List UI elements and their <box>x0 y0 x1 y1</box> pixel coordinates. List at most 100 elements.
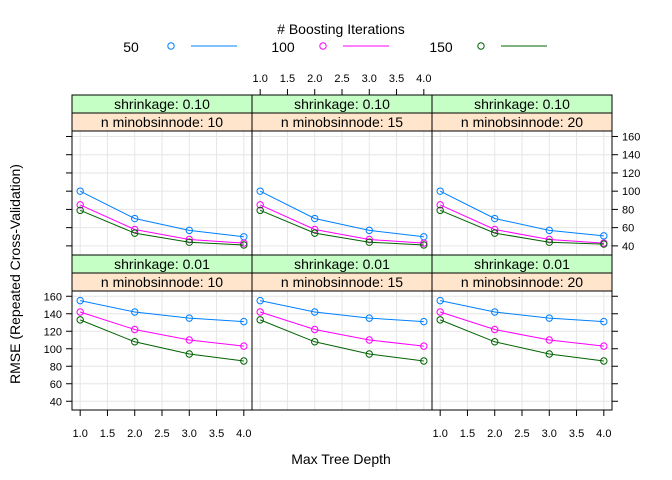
data-point <box>436 206 444 215</box>
series-line-100 <box>80 311 244 347</box>
data-point <box>311 338 319 346</box>
legend-item: 100 <box>271 39 389 55</box>
series-line-150 <box>260 209 424 246</box>
x-tick-label: 2.5 <box>334 73 349 85</box>
x-tick-label: 2.0 <box>487 428 502 440</box>
y-tick-label: 140 <box>44 309 62 321</box>
series-line-150 <box>440 209 604 245</box>
y-tick-label: 160 <box>44 291 62 303</box>
strip-label: n minobsinnode: 15 <box>281 274 403 290</box>
panel-grid-lines <box>252 291 432 410</box>
x-tick-label: 2.5 <box>154 428 169 440</box>
panel-grid-lines <box>432 131 612 255</box>
data-point <box>185 238 193 246</box>
y-tick-label: 60 <box>622 223 634 235</box>
legend: # Boosting Iterations 50 100 150 <box>123 21 547 55</box>
strip-label: n minobsinnode: 10 <box>101 114 223 130</box>
data-point <box>365 238 373 246</box>
data-point <box>240 342 248 350</box>
data-point <box>256 308 264 316</box>
x-tick-label: 1.0 <box>253 73 268 85</box>
y-tick-label: 80 <box>622 204 634 216</box>
data-point <box>185 235 193 244</box>
x-tick-label: 2.0 <box>127 428 142 440</box>
strip-label: shrinkage: 0.10 <box>294 96 390 112</box>
data-point <box>545 238 553 246</box>
y-tick-label: 40 <box>622 241 634 253</box>
x-tick-label: 2.0 <box>307 73 322 85</box>
strip-label: n minobsinnode: 15 <box>281 114 403 130</box>
data-point <box>76 308 84 316</box>
strip-label: n minobsinnode: 20 <box>461 114 583 130</box>
data-point <box>76 316 84 324</box>
series-line-100 <box>260 311 424 347</box>
x-tick-label: 4.0 <box>596 428 611 440</box>
data-point <box>600 317 608 326</box>
data-point <box>436 201 444 209</box>
data-point <box>256 201 264 209</box>
data-point <box>131 325 139 334</box>
strip-label: n minobsinnode: 10 <box>101 274 223 290</box>
panel-grid: shrinkage: 0.10n minobsinnode: 10shrinka… <box>71 94 613 411</box>
series-line-50 <box>439 190 604 237</box>
legend-item: 150 <box>429 39 547 55</box>
panel: shrinkage: 0.10 n minobsinnode: 20 <box>431 94 613 256</box>
strip-label: shrinkage: 0.01 <box>294 256 390 272</box>
strip-label: shrinkage: 0.10 <box>114 96 210 112</box>
data-point <box>600 342 608 350</box>
data-point <box>420 357 428 365</box>
x-tick-label: 3.5 <box>389 73 404 85</box>
data-point <box>365 350 373 358</box>
data-point <box>185 350 193 358</box>
x-tick-label: 2.5 <box>514 428 529 440</box>
data-point <box>436 308 444 316</box>
y-tick-label: 120 <box>44 326 62 338</box>
data-point <box>131 214 139 223</box>
legend-items: 50 100 150 <box>123 39 547 55</box>
legend-item-label: 100 <box>271 39 295 55</box>
data-point <box>365 235 373 244</box>
data-point <box>420 317 428 326</box>
data-point <box>311 308 319 316</box>
data-point <box>545 235 553 244</box>
x-tick-label: 1.0 <box>73 428 88 440</box>
series-line-50 <box>440 300 604 323</box>
x-tick-label: 3.5 <box>209 428 224 440</box>
data-point <box>600 357 608 365</box>
panel: shrinkage: 0.01 n minobsinnode: 15 <box>251 254 433 411</box>
data-point <box>491 325 499 334</box>
data-point <box>420 241 428 249</box>
series-line-100 <box>259 204 424 244</box>
legend-item-label: 50 <box>123 39 139 55</box>
legend-marker <box>319 42 327 50</box>
y-tick-label: 40 <box>50 396 62 408</box>
y-tick-label: 100 <box>44 344 62 356</box>
data-point <box>76 201 84 209</box>
y-tick-label: 80 <box>50 361 62 373</box>
panel: shrinkage: 0.10 n minobsinnode: 15 <box>251 94 433 256</box>
legend-marker <box>477 42 485 50</box>
series-line-50 <box>80 300 244 323</box>
y-tick-label: 160 <box>622 131 640 143</box>
data-point <box>76 206 84 215</box>
legend-item: 50 <box>123 39 237 55</box>
data-point <box>185 336 193 344</box>
data-point <box>491 214 499 223</box>
panel: shrinkage: 0.10 n minobsinnode: 10 <box>71 94 253 256</box>
series-line-150 <box>440 319 604 362</box>
panel-grid-lines <box>252 131 432 255</box>
panel-grid-lines <box>72 291 252 410</box>
series-line-100 <box>79 204 244 244</box>
legend-title: # Boosting Iterations <box>277 21 405 37</box>
strip-label: shrinkage: 0.01 <box>474 256 570 272</box>
data-point <box>256 316 264 324</box>
data-point <box>365 226 373 235</box>
y-axis-label: RMSE (Repeated Cross-Validation) <box>7 164 23 384</box>
data-point <box>311 229 319 237</box>
data-point <box>436 187 444 195</box>
x-tick-label: 1.5 <box>280 73 295 85</box>
y-tick-label: 140 <box>622 150 640 162</box>
x-tick-label: 3.0 <box>362 73 377 85</box>
